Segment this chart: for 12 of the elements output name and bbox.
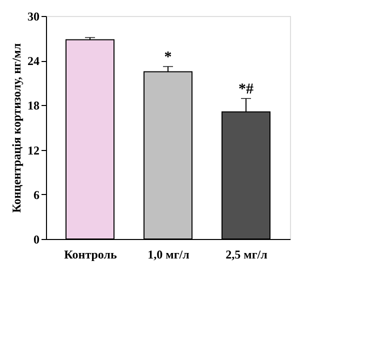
x-tick-label: 2,5 мг/л [226,248,268,262]
x-tick-label: Контроль [64,248,118,262]
y-tick-label: 18 [28,98,40,113]
x-tick-label: 1,0 мг/л [148,248,190,262]
y-tick-label: 12 [28,143,40,158]
y-tick-label: 6 [34,188,40,202]
y-tick-label: 30 [28,10,40,24]
y-tick-label: 24 [28,54,40,68]
annotation: * [164,50,172,66]
y-axis-title: Концентрація кортизолу, нг/мл [10,43,24,213]
y-tick-label: 0 [34,232,40,246]
annotation: *# [238,82,254,98]
